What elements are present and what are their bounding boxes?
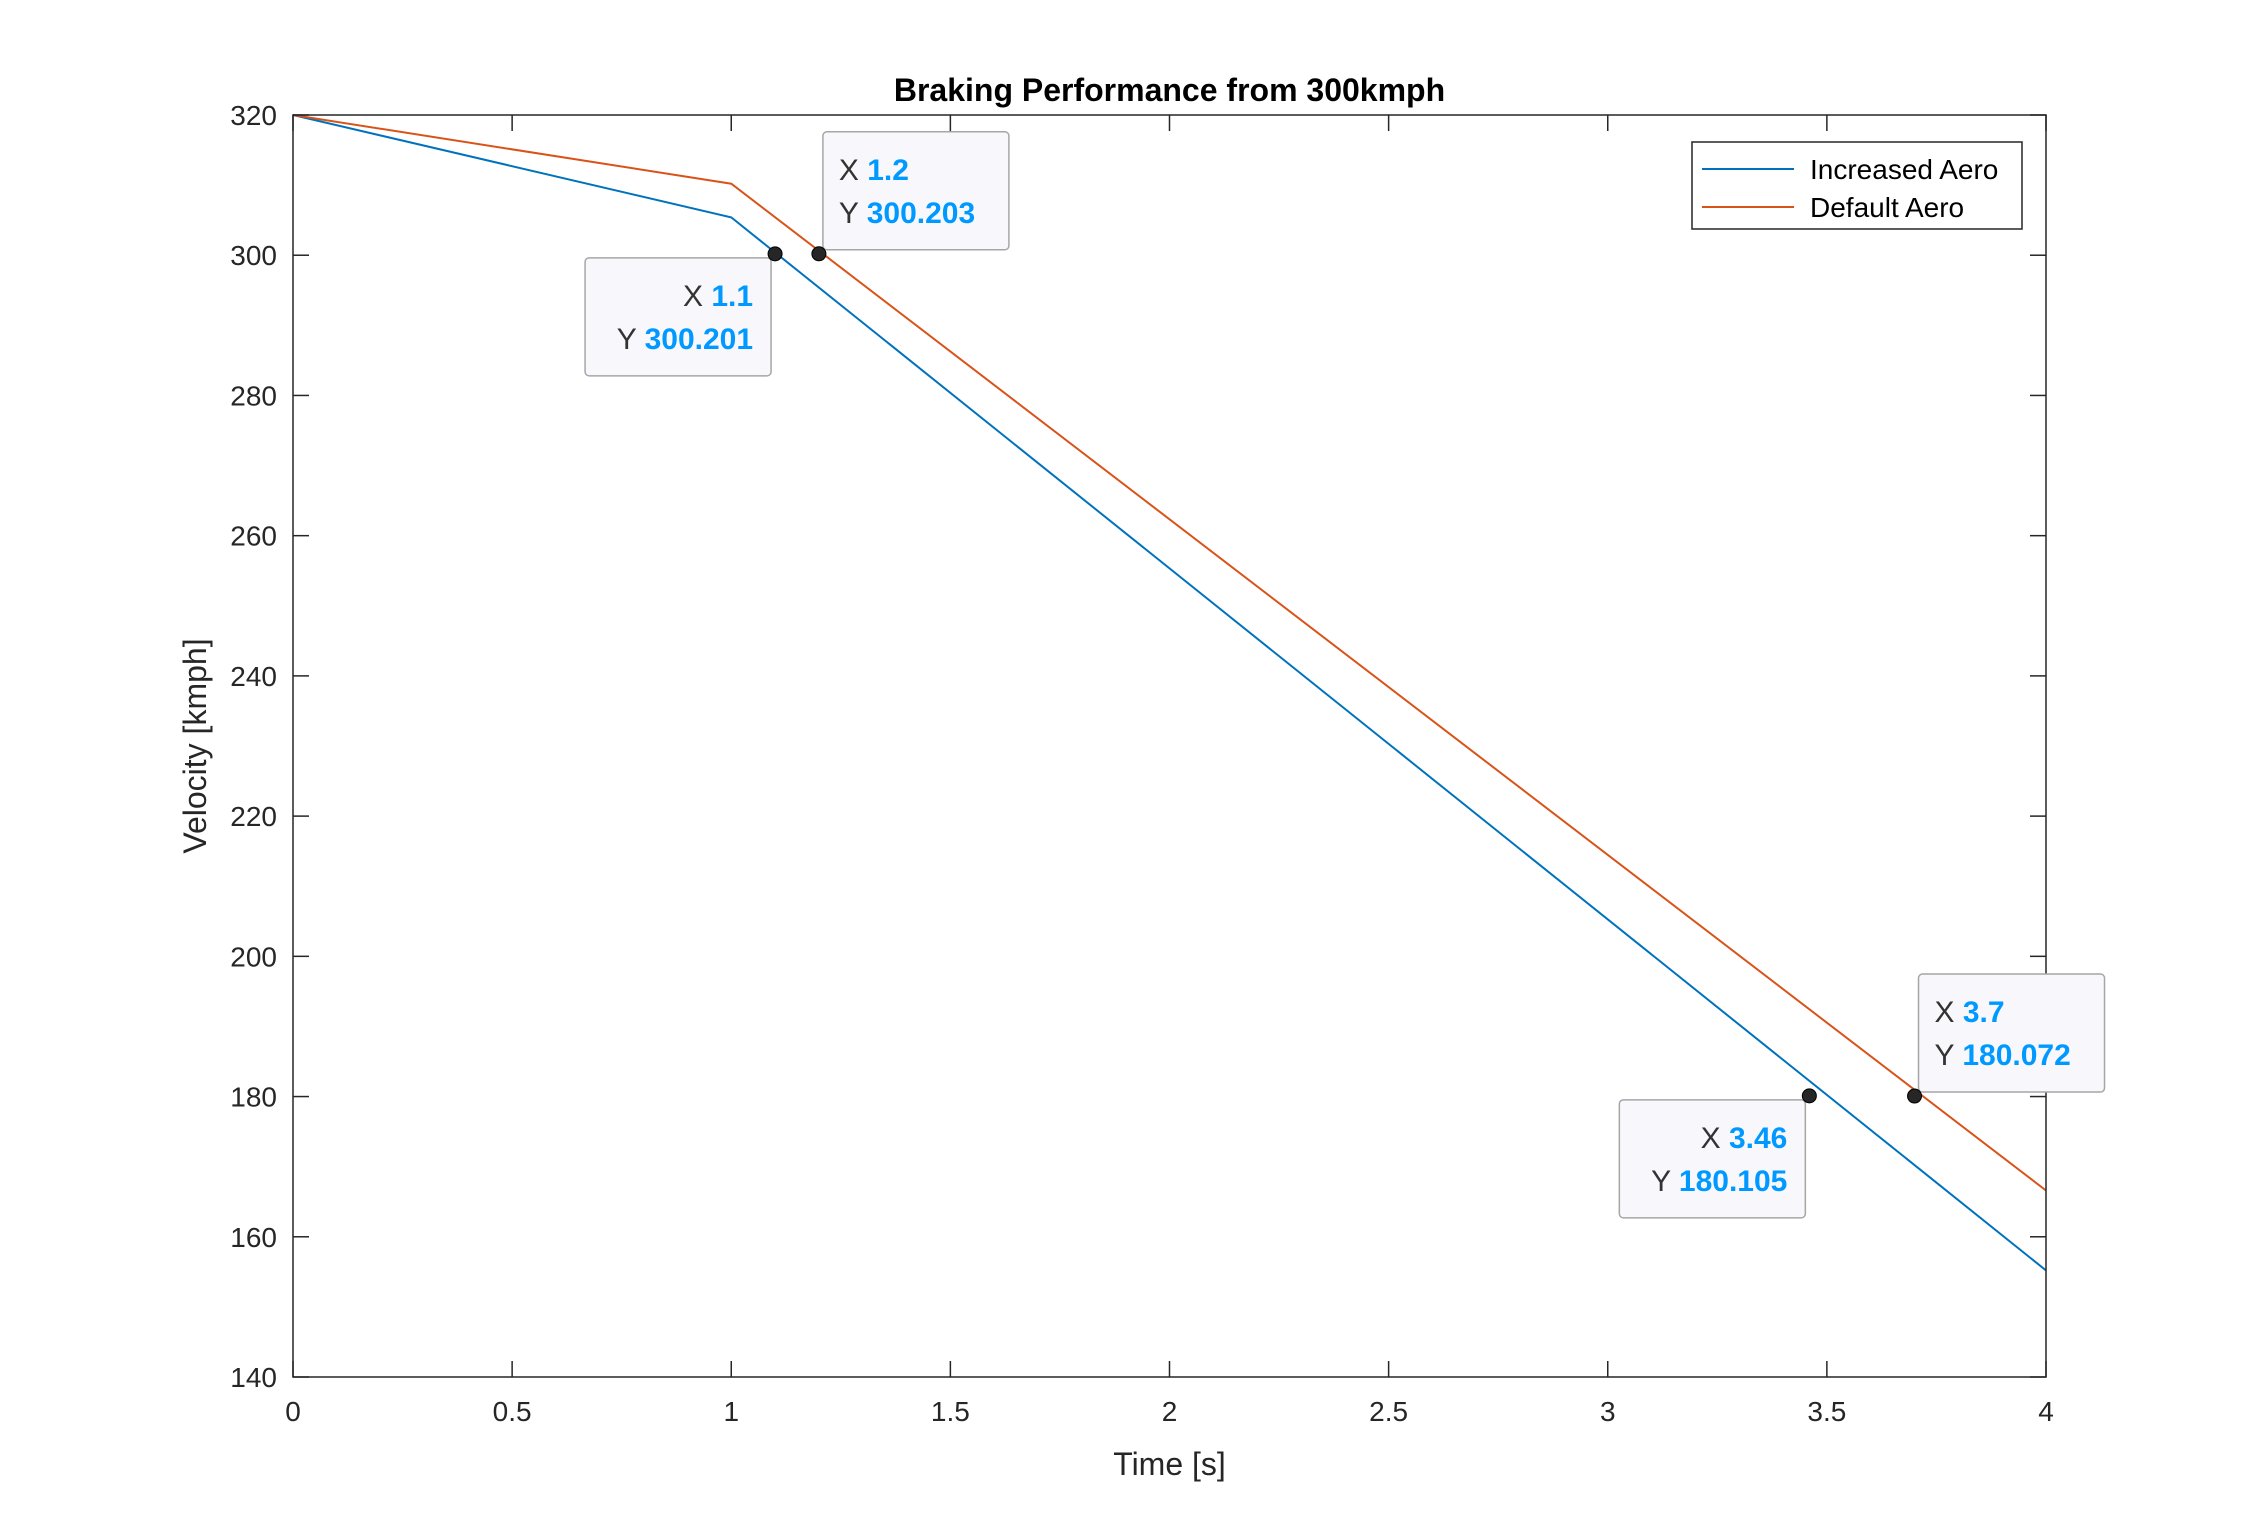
x-tick-label: 0.5 (493, 1396, 532, 1427)
x-tick-label: 1 (723, 1396, 739, 1427)
legend-box (1691, 141, 2023, 230)
datatip-x-row: X 3.7 (1935, 996, 2005, 1029)
y-tick-label: 200 (230, 941, 277, 972)
datatip-x-row: X 1.1 (683, 280, 753, 313)
datatip-marker (767, 246, 783, 262)
legend-label-default-aero: Default Aero (1810, 192, 1964, 223)
y-tick-label: 140 (230, 1362, 277, 1393)
datatip-box (1618, 1099, 1807, 1219)
datatips-layer: X 1.1 Y 300.201 X 1.2 Y 300.203 X 3.46 Y 180.… (584, 131, 2106, 1219)
datatip-marker (1907, 1088, 1923, 1104)
ticks-layer: 0 0.5 1 1.5 2 2.5 3 3.5 4 140 160 180 200 220 240 260 28… (230, 100, 2054, 1427)
y-tick-label: 240 (230, 661, 277, 692)
datatip[interactable]: X 1.1 Y 300.201 (584, 246, 783, 377)
x-tick-label: 0 (285, 1396, 301, 1427)
datatip-box (822, 131, 1010, 251)
series-line-default-aero (292, 114, 2047, 1192)
datatip-y-row: Y 180.105 (1651, 1165, 1787, 1198)
x-tick-label: 3 (1600, 1396, 1616, 1427)
x-tick-label: 2.5 (1369, 1396, 1408, 1427)
series-layer (292, 114, 2047, 1272)
y-tick-label: 320 (230, 100, 277, 131)
datatip-box (1917, 973, 2106, 1093)
datatip[interactable]: X 3.46 Y 180.105 (1618, 1088, 1817, 1219)
series-line-increased-aero (292, 114, 2047, 1272)
y-tick-label: 280 (230, 380, 277, 411)
y-tick-label: 160 (230, 1222, 277, 1253)
y-axis-label: Velocity [kmph] (177, 638, 213, 853)
datatip-box (584, 257, 772, 377)
y-tick-label: 180 (230, 1082, 277, 1113)
datatip-y-row: Y 300.201 (617, 323, 753, 356)
datatip-marker (1801, 1088, 1817, 1104)
datatip-x-row: X 1.2 (839, 154, 909, 187)
y-tick-label: 300 (230, 240, 277, 271)
y-tick-label: 260 (230, 521, 277, 552)
datatip-x-row: X 3.46 (1701, 1122, 1788, 1155)
legend-label-increased-aero: Increased Aero (1810, 154, 1998, 185)
datatip[interactable]: X 1.2 Y 300.203 (811, 131, 1010, 262)
x-tick-label: 4 (2038, 1396, 2054, 1427)
x-tick-label: 1.5 (931, 1396, 970, 1427)
datatip[interactable]: X 3.7 Y 180.072 (1907, 973, 2106, 1104)
x-axis-label: Time [s] (1113, 1446, 1226, 1482)
datatip-y-row: Y 180.072 (1935, 1039, 2071, 1072)
y-tick-label: 220 (230, 801, 277, 832)
legend[interactable]: Increased Aero Default Aero (1691, 141, 2023, 230)
x-tick-label: 2 (1162, 1396, 1178, 1427)
x-tick-label: 3.5 (1807, 1396, 1846, 1427)
chart-title: Braking Performance from 300kmph (894, 72, 1445, 108)
datatip-y-row: Y 300.203 (839, 197, 975, 230)
datatip-marker (811, 246, 827, 262)
